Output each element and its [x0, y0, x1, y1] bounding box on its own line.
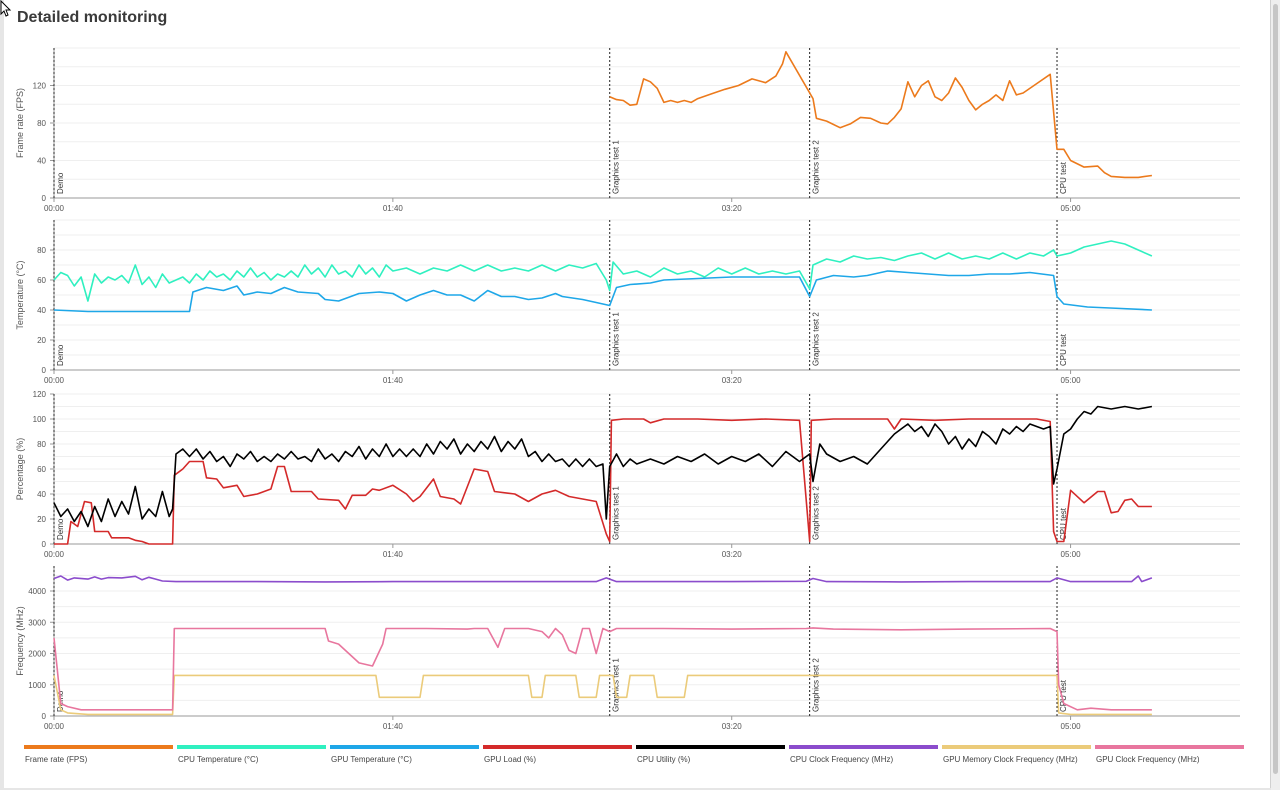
series-line [53, 674, 1152, 716]
series-line [53, 405, 1153, 528]
series-line [53, 575, 1153, 583]
phase-marker-label: Demo [56, 344, 65, 366]
phase-marker-label: Demo [56, 172, 65, 194]
phase-marker-label: Demo [56, 518, 65, 540]
legend-swatch [789, 745, 938, 749]
legend-label: CPU Temperature (°C) [178, 755, 259, 764]
phase-marker-label: Graphics test 1 [612, 486, 621, 540]
legend-label: CPU Clock Frequency (MHz) [790, 755, 893, 764]
mouse-cursor-icon [0, 0, 12, 17]
y-tick-label: 20 [37, 336, 46, 345]
legend-swatch [483, 745, 632, 749]
y-tick-label: 100 [33, 415, 47, 424]
y-tick-label: 80 [37, 119, 46, 128]
y-tick-label: 1000 [28, 681, 46, 690]
y-tick-label: 3000 [28, 618, 46, 627]
y-tick-label: 2000 [28, 650, 46, 659]
series-line [53, 627, 1152, 711]
legend-swatch [1095, 745, 1244, 749]
x-tick-label: 00:00 [44, 722, 65, 731]
x-tick-label: 05:00 [1061, 550, 1082, 559]
y-tick-label: 60 [37, 465, 46, 474]
phase-marker-label: Graphics test 2 [812, 658, 821, 712]
x-tick-label: 03:20 [722, 376, 743, 385]
legend-swatch [330, 745, 479, 749]
y-tick-label: 0 [42, 712, 47, 721]
x-tick-label: 03:20 [722, 204, 743, 213]
y-tick-label: 20 [37, 515, 46, 524]
legend-swatch [24, 745, 173, 749]
x-tick-label: 03:20 [722, 550, 743, 559]
legend-swatch [942, 745, 1091, 749]
phase-marker-label: CPU test [1059, 161, 1068, 194]
series-line [53, 240, 1153, 302]
y-tick-label: 60 [37, 276, 46, 285]
x-tick-label: 05:00 [1061, 204, 1082, 213]
x-tick-label: 01:40 [383, 550, 404, 559]
y-tick-label: 80 [37, 440, 46, 449]
phase-marker-label: CPU test [1059, 679, 1068, 712]
y-tick-label: 120 [33, 82, 47, 91]
x-tick-label: 01:40 [383, 722, 404, 731]
x-tick-label: 03:20 [722, 722, 743, 731]
y-tick-label: 40 [37, 490, 46, 499]
y-tick-label: 40 [37, 306, 46, 315]
x-tick-label: 00:00 [44, 376, 65, 385]
x-tick-label: 00:00 [44, 550, 65, 559]
legend-label: GPU Temperature (°C) [331, 755, 412, 764]
y-tick-label: 0 [42, 540, 47, 549]
phase-marker-label: Graphics test 2 [812, 140, 821, 194]
x-tick-label: 01:40 [383, 204, 404, 213]
legend-label: GPU Clock Frequency (MHz) [1096, 755, 1200, 764]
phase-marker-label: CPU test [1059, 333, 1068, 366]
phase-marker-label: Graphics test 1 [612, 312, 621, 366]
scrollbar-thumb[interactable] [1273, 4, 1278, 774]
y-axis-label: Percentage (%) [15, 438, 25, 501]
x-tick-label: 05:00 [1061, 722, 1082, 731]
phase-marker-label: Graphics test 1 [612, 658, 621, 712]
legend-label: CPU Utility (%) [637, 755, 691, 764]
legend-swatch [636, 745, 785, 749]
legend-label: GPU Load (%) [484, 755, 536, 764]
y-tick-label: 0 [42, 366, 47, 375]
y-tick-label: 0 [42, 194, 47, 203]
phase-marker-label: CPU test [1059, 507, 1068, 540]
series-line [609, 51, 1153, 179]
legend-label: Frame rate (FPS) [25, 755, 88, 764]
y-axis-label: Temperature (°C) [15, 260, 25, 329]
phase-marker-label: Graphics test 2 [812, 486, 821, 540]
phase-marker-label: Graphics test 2 [812, 312, 821, 366]
y-axis-label: Frequency (MHz) [15, 606, 25, 676]
legend-swatch [177, 745, 326, 749]
y-tick-label: 120 [33, 390, 47, 399]
y-axis-label: Frame rate (FPS) [15, 88, 25, 158]
x-tick-label: 05:00 [1061, 376, 1082, 385]
y-tick-label: 80 [37, 246, 46, 255]
y-tick-label: 40 [37, 157, 46, 166]
page-title: Detailed monitoring [17, 9, 168, 26]
y-tick-label: 4000 [28, 587, 46, 596]
legend-label: GPU Memory Clock Frequency (MHz) [943, 755, 1078, 764]
x-tick-label: 01:40 [383, 376, 404, 385]
phase-marker-label: Graphics test 1 [612, 140, 621, 194]
series-line [53, 270, 1152, 313]
x-tick-label: 00:00 [44, 204, 65, 213]
